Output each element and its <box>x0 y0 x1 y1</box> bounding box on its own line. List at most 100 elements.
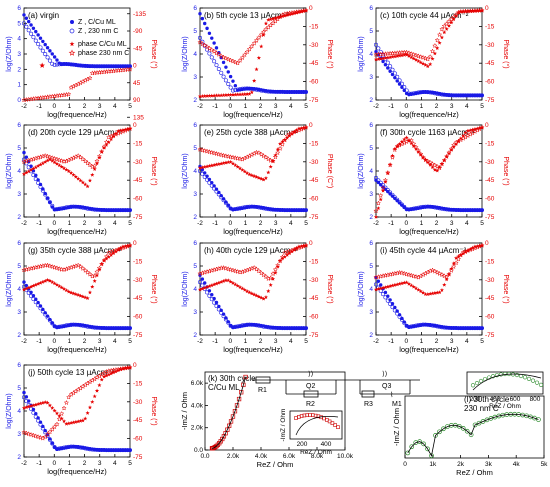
phase-ml-point <box>202 285 207 290</box>
phase-230-point <box>87 161 93 168</box>
modulus-230-point <box>271 89 276 94</box>
phase-ml-point <box>87 405 92 410</box>
phase-ml-point <box>205 93 210 98</box>
modulus-230-point <box>472 208 477 213</box>
modulus-230-point <box>392 308 397 313</box>
inset-point <box>490 374 496 379</box>
phase-230-point <box>232 267 239 274</box>
phase-230-point <box>227 266 234 272</box>
phase-230-point <box>225 266 232 272</box>
y2-tick-label: -30 <box>485 159 495 166</box>
modulus-230-point <box>80 323 85 328</box>
nyquist-point <box>241 382 246 388</box>
phase-ml-point <box>249 291 254 296</box>
modulus-230-point <box>102 208 107 213</box>
x-tick-label: 0 <box>228 103 232 110</box>
modulus-230-point <box>230 207 235 212</box>
phase-230-point <box>89 273 96 279</box>
x-tick-label: 3 <box>450 103 454 110</box>
y-tick-label: 3 <box>17 191 21 198</box>
modulus-230-point <box>54 207 59 212</box>
modulus-230-point <box>109 448 114 453</box>
phase-230-point <box>448 146 455 152</box>
modulus-230-point <box>418 205 423 210</box>
modulus-230-point <box>428 90 433 95</box>
x-tick-label: 3 <box>98 460 102 467</box>
phase-230-point <box>223 55 229 61</box>
y2-tick-label: -15 <box>309 23 319 30</box>
phase-ml-point <box>109 371 114 376</box>
phase-230-point <box>211 48 217 54</box>
modulus-230-point <box>418 90 423 95</box>
x-tick-label: 0 <box>228 220 232 227</box>
modulus-230-point <box>406 324 411 329</box>
modulus-230-point <box>59 446 64 451</box>
modulus-230-point <box>268 325 273 330</box>
phase-ml-point <box>31 166 36 171</box>
phase-ml-point <box>468 8 473 13</box>
x-tick-label: 0 <box>52 220 56 227</box>
phase-ml-point <box>373 214 379 219</box>
phase-230-point <box>47 154 53 160</box>
phase-230-point <box>237 269 243 275</box>
phase-ml-point <box>252 292 257 297</box>
nyquist-point <box>456 423 462 429</box>
phase-ml-point <box>69 420 74 425</box>
modulus-230-point <box>437 92 442 97</box>
phase-ml-point <box>83 295 88 300</box>
phase-ml-point <box>113 131 118 136</box>
phase-ml-point <box>90 284 95 289</box>
phase-230-point <box>389 154 396 160</box>
phase-ml-point <box>261 296 266 301</box>
phase-230-point <box>465 132 471 139</box>
phase-ml-point <box>285 135 290 140</box>
modulus-230-point <box>245 322 250 327</box>
phase-230-point <box>415 147 422 153</box>
phase-230-point <box>279 141 286 147</box>
modulus-230-point <box>444 92 449 97</box>
phase-ml-point <box>43 400 48 404</box>
modulus-230-point <box>73 204 78 209</box>
modulus-230-point <box>111 64 116 69</box>
phase-230-point <box>94 158 100 164</box>
modulus-230-point <box>111 208 116 213</box>
phase-230-point <box>87 271 93 277</box>
phase-ml-point <box>303 125 309 130</box>
modulus-ml-point <box>221 60 226 65</box>
phase-ml-point <box>397 53 402 58</box>
phase-230-point <box>234 60 241 66</box>
x-tick-label: -1 <box>212 103 218 110</box>
modulus-230-point <box>280 208 285 213</box>
phase-ml-point <box>285 252 290 257</box>
phase-ml-point <box>268 282 273 287</box>
phase-230-point <box>272 154 279 160</box>
inset-point <box>534 380 540 385</box>
modulus-230-point <box>252 204 257 209</box>
y-tick-label: 0 <box>17 97 21 104</box>
phase-ml-point <box>29 284 34 289</box>
phase-ml-point <box>207 284 212 288</box>
inset-frame <box>289 410 343 440</box>
y-tick-label: 1 <box>17 82 21 89</box>
phase-ml-point <box>45 158 50 163</box>
phase-ml-point <box>80 294 85 299</box>
x-tick-label: 1 <box>244 338 248 345</box>
legend-label-phase-230: phase 230 nm C <box>78 50 129 57</box>
phase-230-point <box>277 145 283 151</box>
modulus-230-point <box>64 205 69 210</box>
modulus-230-point <box>278 326 283 331</box>
y2-tick-label: -45 <box>309 295 319 302</box>
phase-230-point <box>256 34 262 40</box>
modulus-230-point <box>238 323 243 328</box>
phase-230-point <box>230 58 236 64</box>
modulus-230-point <box>52 62 57 67</box>
modulus-ml-point <box>212 296 216 301</box>
modulus-230-point <box>221 314 226 319</box>
y2-tick-label: -45 <box>309 60 319 67</box>
modulus-230-point <box>414 206 419 211</box>
phase-ml-point <box>230 92 236 97</box>
modulus-230-point <box>83 324 88 329</box>
phase-230-point <box>253 37 260 43</box>
phase-ml-point <box>238 285 243 289</box>
